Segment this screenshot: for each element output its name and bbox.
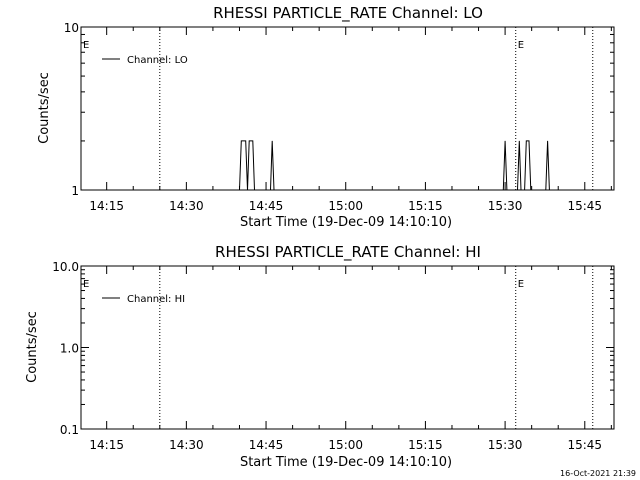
timestamp-footer: 16-Oct-2021 21:39 — [560, 469, 636, 478]
x-tick-label: 15:45 — [567, 438, 602, 452]
y-axis-label-hi: Counts/sec — [25, 311, 40, 383]
chart-title-lo: RHESSI PARTICLE_RATE Channel: LO — [213, 4, 483, 23]
x-tick-label: 14:45 — [249, 199, 284, 213]
plot-frame — [80, 265, 615, 430]
event-label: E — [518, 279, 524, 290]
y-tick-label: 0.1 — [60, 423, 79, 437]
x-tick-label: 14:30 — [169, 199, 204, 213]
x-tick-label: 14:15 — [89, 199, 124, 213]
legend-label-lo: Channel: LO — [127, 55, 188, 66]
x-axis-label-lo: Start Time (19-Dec-09 14:10:10) — [240, 215, 452, 230]
chart-title-hi: RHESSI PARTICLE_RATE Channel: HI — [215, 243, 481, 262]
y-tick-label: 10 — [64, 21, 79, 35]
x-tick-label: 14:15 — [89, 438, 124, 452]
x-axis-label-hi: Start Time (19-Dec-09 14:10:10) — [240, 455, 452, 470]
x-tick-label: 15:00 — [328, 438, 363, 452]
x-tick-label: 15:30 — [488, 438, 523, 452]
x-tick-label: 14:30 — [169, 438, 204, 452]
panel-hi: RHESSI PARTICLE_RATE Channel: HI Counts/… — [25, 243, 615, 470]
x-tick-label: 15:45 — [567, 199, 602, 213]
x-tick-label: 14:45 — [249, 438, 284, 452]
y-tick-label: 1.0 — [60, 342, 79, 356]
panel-lo: RHESSI PARTICLE_RATE Channel: LO Counts/… — [37, 4, 615, 230]
edge-marker-hi: E — [83, 279, 89, 290]
edge-marker-lo: E — [83, 40, 89, 51]
x-tick-label: 15:00 — [328, 199, 363, 213]
x-tick-label: 15:15 — [408, 199, 443, 213]
series-line — [239, 140, 550, 191]
y-axis-label-lo: Counts/sec — [37, 72, 52, 144]
y-tick-label: 1 — [71, 184, 79, 198]
x-tick-label: 15:15 — [408, 438, 443, 452]
legend-label-hi: Channel: HI — [127, 294, 185, 305]
event-label: E — [518, 40, 524, 51]
y-tick-label: 10.0 — [52, 260, 79, 274]
x-tick-label: 15:30 — [488, 199, 523, 213]
plot-frame — [80, 26, 615, 191]
